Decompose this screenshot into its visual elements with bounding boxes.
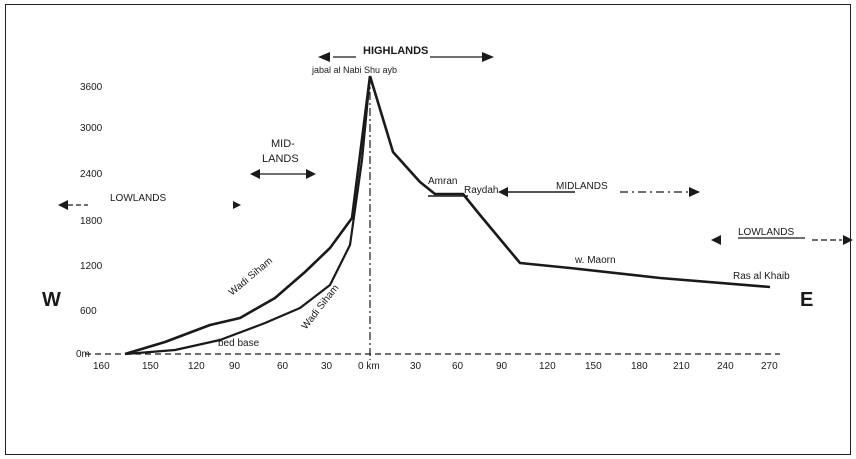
midlands-east-arrow-left-head [498,187,508,197]
x-tick-e30: 30 [410,361,422,372]
lowlands-west-end-marker [233,201,241,209]
highlands-arrow-right-head [482,52,494,62]
jabal-label: jabal al Nabi Shu ayb [311,65,397,75]
midlands-west-label-line1: MID- [271,138,295,150]
x-tick-e90: 90 [496,361,508,372]
lowlands-east-label: LOWLANDS [738,227,794,238]
east-label: E [800,289,813,311]
west-upper-profile-line [124,75,372,356]
raydah-label: Raydah [464,185,498,196]
y-tick-3600: 3600 [80,82,103,93]
x-tick-w30: 30 [321,361,333,372]
highlands-arrow-left-head [318,52,330,62]
ras-al-khaib-label: Ras al Khaib [733,271,790,282]
west-label: W [42,289,61,311]
lowlands-west-label: LOWLANDS [110,193,166,204]
lowlands-east-arrow-left-head [711,235,721,245]
y-tick-0: 0m [76,349,90,360]
highlands-label: HIGHLANDS [363,45,428,57]
midlands-east-label: MIDLANDS [556,181,608,192]
midlands-west-arrow-left-head [250,169,260,179]
x-tick-w60: 60 [277,361,289,372]
x-tick-w120: 120 [188,361,205,372]
wadi-siham-lower-label: Wadi Siham [300,283,342,332]
y-tick-2400: 2400 [80,169,103,180]
x-tick-0: 0 km [358,361,380,372]
wadi-maorn-label: w. Maorn [574,255,616,266]
figure-frame [5,4,851,455]
wadi-siham-upper-label: Wadi Siham [227,255,275,298]
y-tick-1200: 1200 [80,261,103,272]
x-tick-e180: 180 [631,361,648,372]
x-tick-e60: 60 [452,361,464,372]
x-tick-e270: 270 [761,361,778,372]
x-tick-w150: 150 [142,361,159,372]
west-lower-profile-line [124,75,372,356]
midlands-west-label-line2: LANDS [262,153,299,165]
x-tick-e120: 120 [539,361,556,372]
x-tick-e150: 150 [585,361,602,372]
y-tick-600: 600 [80,306,97,317]
x-tick-e240: 240 [717,361,734,372]
y-tick-1800: 1800 [80,216,103,227]
lowlands-west-arrow-head [58,200,68,210]
east-profile-line [368,75,771,289]
midlands-east-arrow-right-head [689,187,700,197]
lowlands-east-arrow-right-head [843,235,853,245]
bed-base-label: bed base [218,338,260,349]
x-tick-w160: 160 [93,361,110,372]
x-tick-w90: 90 [229,361,241,372]
y-tick-3000: 3000 [80,123,103,134]
midlands-west-arrow-right-head [306,169,316,179]
amran-label: Amran [428,176,457,187]
x-tick-e210: 210 [673,361,690,372]
